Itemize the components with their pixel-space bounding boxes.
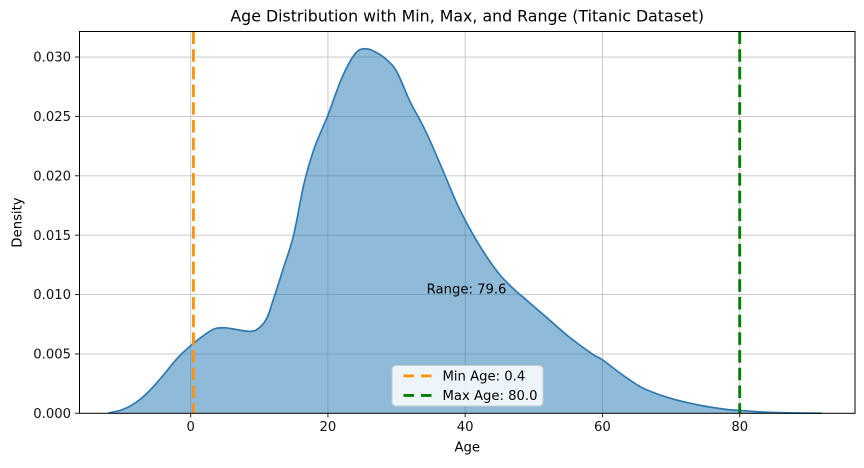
svg-text:80: 80 — [731, 420, 748, 435]
kde-area-fill — [108, 48, 823, 414]
y-axis-label: Density — [11, 197, 26, 247]
svg-text:0: 0 — [186, 420, 194, 435]
svg-text:0.030: 0.030 — [33, 51, 71, 66]
svg-text:0.020: 0.020 — [33, 169, 71, 184]
legend: Min Age: 0.4 Max Age: 80.0 — [391, 365, 544, 407]
svg-text:0.005: 0.005 — [33, 348, 71, 363]
axis-ticks — [75, 56, 741, 418]
x-axis-label: Age — [454, 441, 480, 456]
axes-spines — [79, 31, 856, 414]
svg-text:20: 20 — [320, 420, 337, 435]
legend-min-age-label: Min Age: 0.4 — [443, 369, 526, 384]
kde-curve — [108, 47, 823, 415]
x-tick-labels: 0 20 40 60 80 — [186, 420, 748, 435]
range-annotation: Range: 79.6 — [427, 282, 507, 297]
svg-text:0.025: 0.025 — [33, 110, 71, 125]
svg-text:0.000: 0.000 — [33, 407, 71, 422]
legend-max-age-label: Max Age: 80.0 — [443, 389, 538, 404]
y-tick-labels: 0.000 0.005 0.010 0.015 0.020 0.025 0.030 — [33, 51, 71, 422]
chart-title: Age Distribution with Min, Max, and Rang… — [230, 7, 704, 26]
svg-text:0.015: 0.015 — [33, 229, 71, 244]
svg-text:40: 40 — [457, 420, 474, 435]
svg-text:60: 60 — [594, 420, 611, 435]
svg-text:0.010: 0.010 — [33, 288, 71, 303]
